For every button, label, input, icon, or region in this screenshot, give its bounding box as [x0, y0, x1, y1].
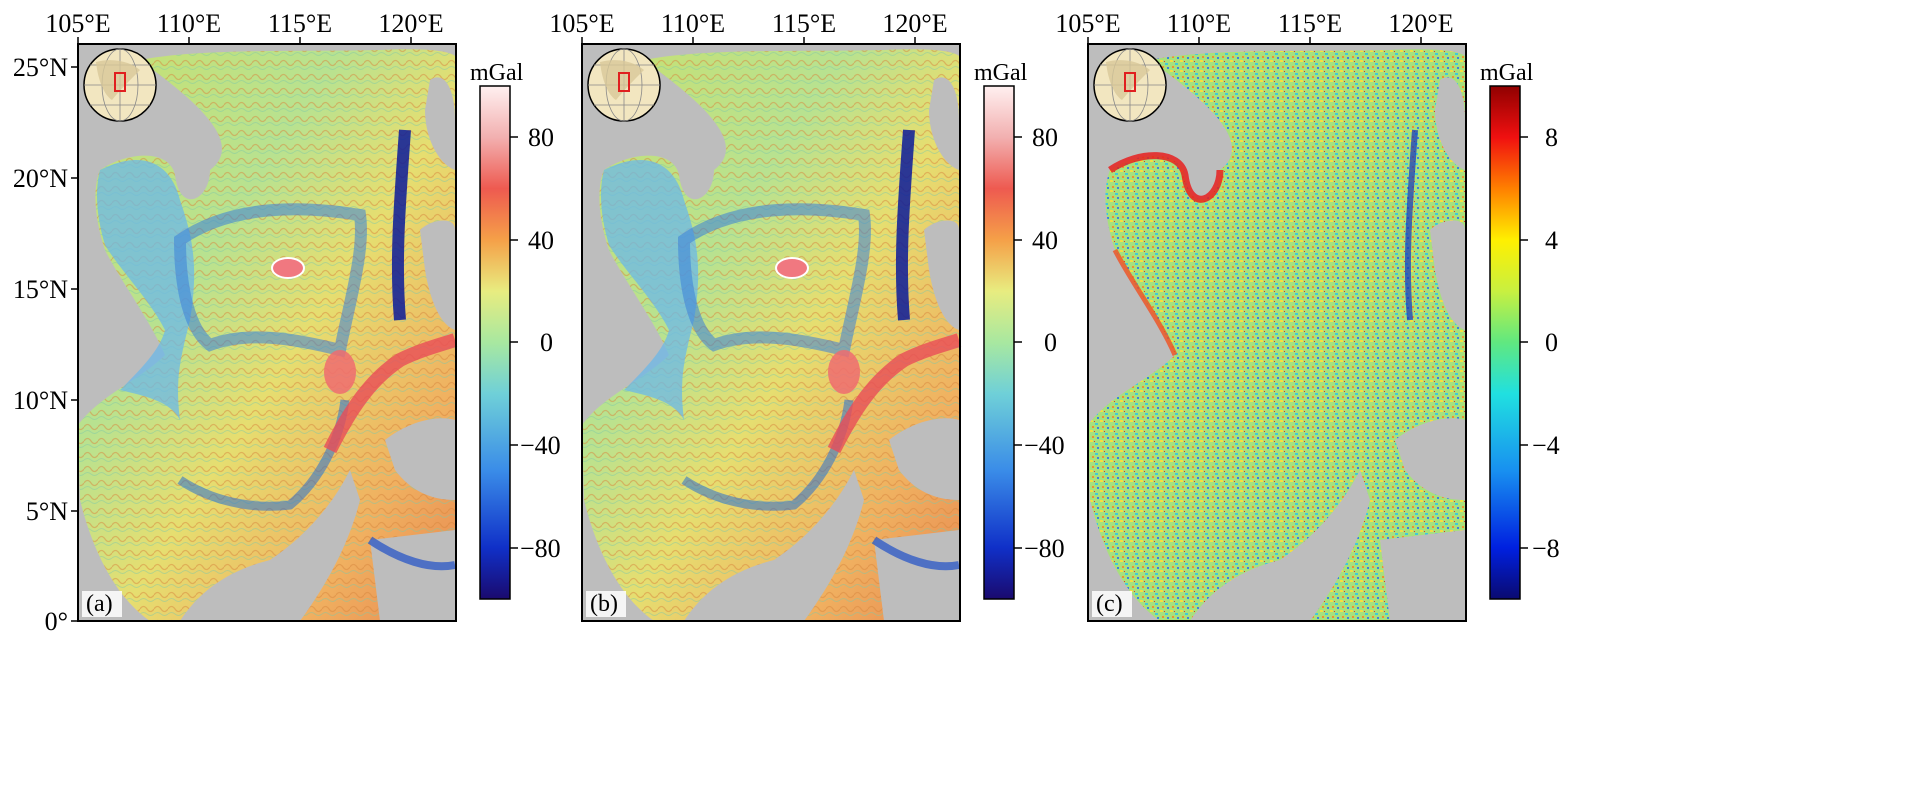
colorbar: [1489, 85, 1521, 600]
lat-tick-0: 0°: [45, 607, 68, 636]
lat-tick-5: 5°N: [26, 497, 68, 526]
sea-gravity-field: [1088, 49, 1465, 621]
lon-tick-115: 115°E: [1278, 9, 1342, 38]
lon-tick-110: 110°E: [157, 9, 221, 38]
lon-tick-115: 115°E: [772, 9, 836, 38]
colorbar-tick: −4: [1532, 431, 1560, 460]
colorbar-tick: 8: [1545, 123, 1558, 152]
lon-tick-120: 120°E: [378, 9, 443, 38]
lat-tick-15: 15°N: [13, 275, 68, 304]
lon-tick-105: 105°E: [549, 9, 614, 38]
map-frame: [1087, 43, 1467, 622]
colorbar-tick: −80: [1024, 534, 1065, 563]
colorbar-tick: 4: [1545, 226, 1558, 255]
lat-tick-10: 10°N: [13, 386, 68, 415]
lon-tick-105: 105°E: [45, 9, 110, 38]
frame-ticks: [71, 37, 412, 622]
lat-tick-20: 20°N: [13, 164, 68, 193]
panel-b: 105°E 110°E 115°E 120°E (b) mGal 80 40 0…: [549, 9, 1065, 622]
colorbar-tick: 40: [1032, 226, 1058, 255]
map-frame: [77, 43, 457, 622]
lon-tick-110: 110°E: [1167, 9, 1231, 38]
colorbar-unit: mGal: [974, 60, 1028, 86]
panel-label: (a): [86, 591, 113, 617]
lon-tick-120: 120°E: [1388, 9, 1453, 38]
colorbar-tick: 0: [1545, 328, 1558, 357]
colorbar-tick: −8: [1532, 534, 1560, 563]
globe-inset-icon: [587, 48, 661, 122]
lat-tick-25: 25°N: [13, 53, 68, 82]
colorbar-unit: mGal: [1480, 60, 1534, 86]
globe-inset-icon: [1093, 48, 1167, 122]
frame-ticks: [1087, 37, 1422, 44]
panel-a: 105°E 110°E 115°E 120°E 25°N 20°N 15°N 1…: [13, 9, 561, 636]
lon-tick-105: 105°E: [1055, 9, 1120, 38]
map-frame: [581, 43, 961, 622]
colorbar-tick: 80: [1032, 123, 1058, 152]
panel-label: (c): [1096, 591, 1123, 617]
colorbar-tick: 0: [1044, 328, 1057, 357]
panel-c: 105°E 110°E 115°E 120°E (c) mGal 8 4 0 −…: [1055, 9, 1560, 622]
colorbar: [479, 85, 511, 600]
panel-label: (b): [590, 591, 618, 617]
colorbar: [983, 85, 1015, 600]
frame-ticks: [581, 37, 916, 44]
lon-tick-115: 115°E: [268, 9, 332, 38]
colorbar-tick: −80: [520, 534, 561, 563]
colorbar-unit: mGal: [470, 60, 524, 86]
colorbar-tick: 40: [528, 226, 554, 255]
colorbar-tick: 0: [540, 328, 553, 357]
colorbar-tick: −40: [1024, 431, 1065, 460]
lon-tick-110: 110°E: [661, 9, 725, 38]
colorbar-tick: −40: [520, 431, 561, 460]
lon-tick-120: 120°E: [882, 9, 947, 38]
globe-inset-icon: [83, 48, 157, 122]
colorbar-tick: 80: [528, 123, 554, 152]
